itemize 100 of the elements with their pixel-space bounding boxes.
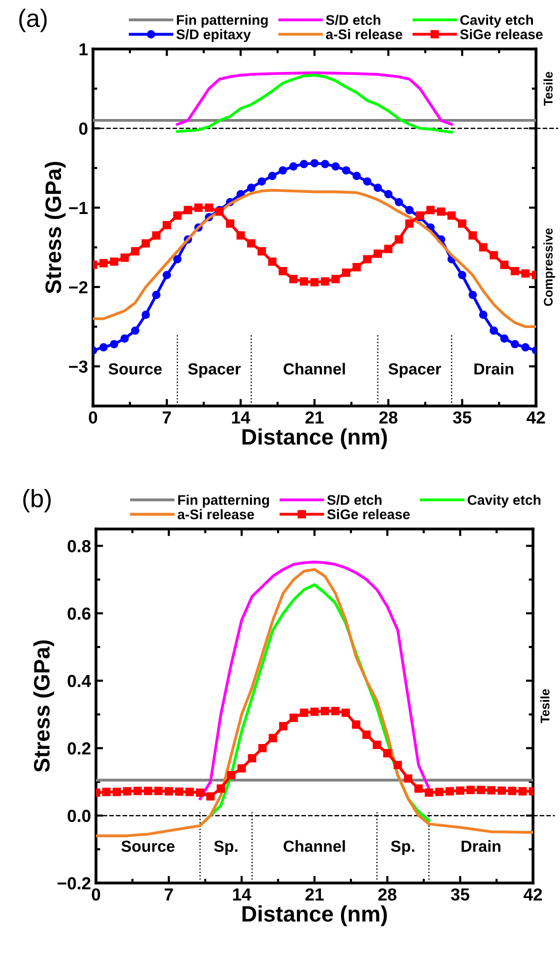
chart-title: (a) — [19, 8, 47, 32]
point — [466, 786, 475, 794]
x-tick-label: 28 — [378, 888, 396, 901]
point — [236, 231, 245, 240]
x-tick-label: 35 — [452, 411, 472, 424]
point — [173, 211, 182, 220]
point — [404, 774, 412, 783]
point — [458, 219, 466, 228]
point — [362, 730, 371, 739]
point — [342, 708, 350, 717]
y-tick-label: −3 — [69, 360, 88, 373]
point — [247, 184, 256, 192]
point — [99, 343, 108, 352]
point — [363, 255, 372, 264]
x-tick-label: 0 — [92, 888, 100, 901]
point — [490, 251, 498, 260]
point — [310, 278, 319, 286]
point — [99, 259, 108, 268]
line-series — [176, 71, 454, 126]
point — [500, 260, 509, 269]
point — [372, 740, 382, 749]
point — [300, 277, 308, 286]
annotation: Source — [121, 840, 175, 852]
y-tick-label: 0.2 — [68, 742, 90, 755]
text: Compressive — [543, 228, 556, 306]
point — [131, 326, 140, 335]
y-tick-label: 1 — [80, 43, 88, 56]
point — [521, 343, 530, 352]
point — [468, 290, 477, 300]
x-tick-label: 21 — [305, 888, 324, 900]
legend-label: S/D etch — [326, 14, 380, 26]
y-tick-label: 0 — [79, 122, 88, 135]
point — [436, 207, 446, 216]
annotation: Sp. — [214, 840, 238, 856]
point — [152, 290, 160, 300]
point — [331, 274, 340, 284]
point — [510, 340, 520, 348]
legend-label: a-Si release — [178, 509, 254, 520]
point — [500, 334, 509, 343]
point — [468, 231, 477, 240]
chart-title: (b) — [23, 489, 51, 512]
y-tick-label: 0.6 — [68, 607, 91, 620]
x-tick-label: 7 — [164, 888, 173, 900]
point — [204, 204, 214, 212]
y-tick-label: −2 — [69, 281, 88, 294]
point — [331, 162, 340, 171]
point — [510, 266, 520, 276]
y-tick-label: −0.2 — [58, 877, 90, 890]
point — [310, 708, 319, 716]
point — [320, 706, 330, 716]
point — [352, 720, 360, 729]
x-tick-label: 14 — [232, 412, 250, 424]
point — [110, 257, 118, 266]
point — [175, 787, 184, 796]
annotation: Channel — [284, 840, 345, 852]
point — [194, 204, 203, 212]
point — [184, 206, 192, 214]
point — [479, 310, 488, 319]
point — [405, 206, 414, 214]
point — [476, 786, 486, 794]
point — [185, 788, 194, 796]
x-tick-label: 21 — [305, 411, 324, 424]
point — [405, 219, 414, 228]
point — [133, 786, 142, 796]
legend-label: SiGe release — [460, 29, 543, 40]
legend-label: Fin patterning — [176, 14, 268, 28]
point — [110, 340, 118, 348]
point — [374, 250, 382, 258]
x-tick-label: 35 — [450, 888, 470, 901]
point — [374, 184, 382, 192]
point — [394, 198, 404, 206]
point — [268, 257, 276, 266]
text: Tesile — [543, 72, 553, 106]
point — [521, 269, 530, 278]
point — [247, 239, 256, 248]
point — [342, 268, 350, 277]
point — [456, 786, 464, 795]
point — [342, 166, 350, 175]
point — [394, 235, 404, 244]
legend-label: S/D epitaxy — [176, 29, 251, 42]
point — [320, 160, 330, 168]
point — [196, 788, 204, 797]
point — [426, 206, 435, 214]
point — [152, 231, 160, 240]
x-tick-label: 42 — [524, 888, 542, 900]
point — [279, 722, 288, 730]
point — [248, 754, 256, 762]
point — [123, 787, 132, 796]
x-axis-title: Distance (nm) — [242, 428, 387, 450]
point — [216, 784, 226, 793]
annotation: Spacer — [188, 363, 241, 378]
point — [289, 274, 298, 284]
point — [414, 784, 423, 793]
point — [498, 786, 506, 795]
point — [102, 788, 111, 796]
point — [479, 243, 488, 252]
y-tick-label: 0.4 — [68, 674, 92, 688]
point — [447, 211, 456, 220]
point — [227, 770, 236, 780]
annotation: Spacer — [388, 363, 442, 378]
